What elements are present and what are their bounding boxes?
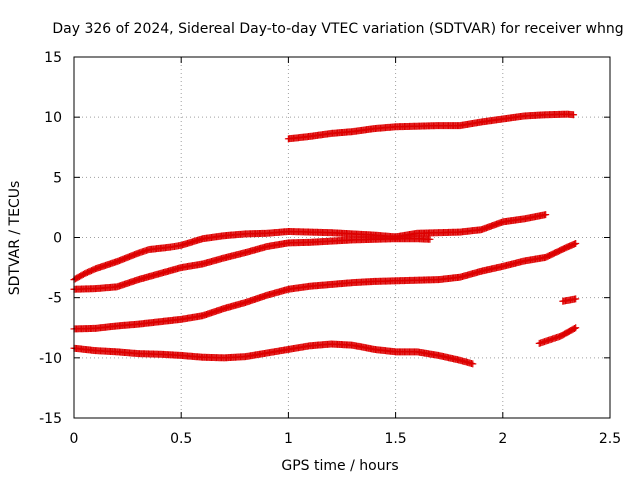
x-tick-label: 2: [498, 431, 507, 447]
data-point: [426, 235, 434, 243]
data-point: [542, 211, 550, 219]
data-point: [570, 324, 578, 332]
grid: [74, 57, 610, 418]
series-track-2: [70, 211, 550, 284]
series-track-6: [535, 324, 580, 347]
y-tick-label: 0: [53, 231, 62, 247]
data-marks: [70, 110, 580, 368]
y-tick-label: -10: [39, 351, 62, 367]
y-axis-label: SDTVAR / TECUs: [7, 181, 23, 296]
y-tick-label: 10: [44, 110, 62, 126]
x-tick-label: 1: [284, 431, 293, 447]
series-track-1: [284, 110, 578, 143]
x-tick-label: 0: [70, 431, 79, 447]
data-point: [570, 111, 578, 119]
series-track-3: [70, 235, 434, 293]
data-point: [572, 240, 580, 248]
x-tick-label: 0.5: [170, 431, 192, 447]
chart-title: Day 326 of 2024, Sidereal Day-to-day VTE…: [52, 21, 623, 37]
x-tick-label: 2.5: [599, 431, 621, 447]
series-track-7: [559, 295, 580, 305]
series-track-5: [70, 340, 477, 368]
axis-ticks: 0 0.5 1 1.5 2 2.5 15 10 5 0 -5 -10 -15: [39, 50, 621, 447]
y-tick-label: -5: [48, 291, 62, 307]
y-tick-label: 15: [44, 50, 62, 66]
x-tick-label: 1.5: [384, 431, 406, 447]
y-tick-label: 5: [53, 170, 62, 186]
series-track-4: [70, 240, 580, 333]
y-tick-label: -15: [39, 411, 62, 427]
data-point: [572, 324, 580, 332]
x-axis-label: GPS time / hours: [281, 458, 398, 474]
data-point: [572, 295, 580, 303]
data-point: [469, 360, 477, 368]
